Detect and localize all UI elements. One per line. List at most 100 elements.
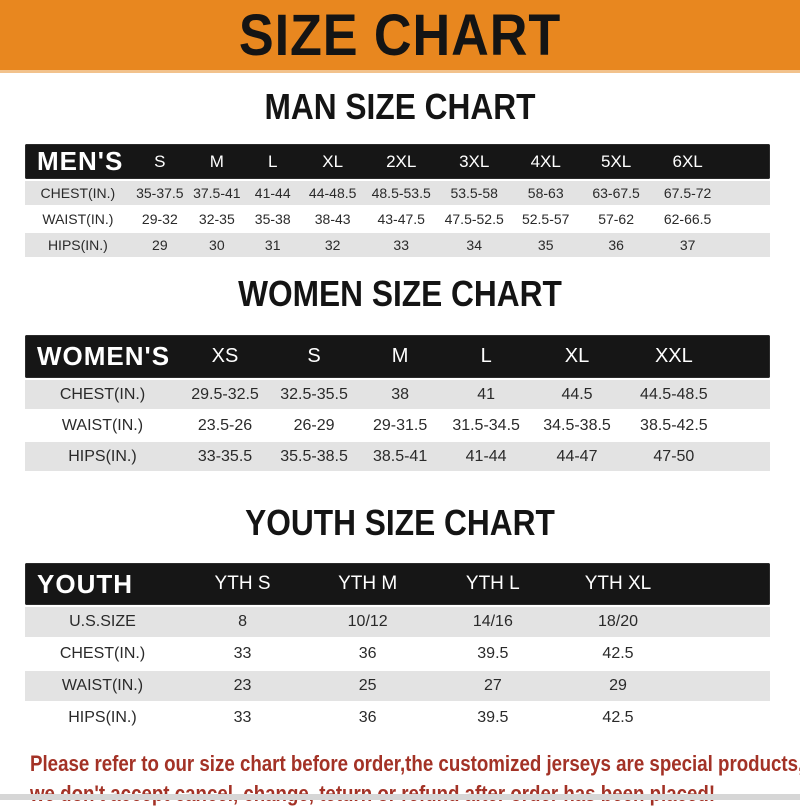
- size-cell: 30: [209, 237, 225, 253]
- size-cell: 38-43: [314, 211, 351, 227]
- column-header: L: [267, 151, 278, 171]
- size-cell: 35.5-38.5: [280, 447, 348, 465]
- size-cell: 32.5-35.5: [280, 385, 348, 403]
- table-row: WAIST(IN.) 23 25 27 29: [25, 671, 770, 701]
- size-cell: 10/12: [347, 613, 388, 630]
- table-row: HIPS(IN.) 33-35.5 35.5-38.5 38.5-41 41-44 44-…: [25, 442, 770, 471]
- size-cell: 29.5-32.5: [191, 385, 259, 403]
- size-cell: 36: [358, 709, 377, 726]
- column-header: YTH XL: [584, 573, 652, 594]
- size-cell: 39.5: [477, 709, 509, 726]
- column-header: M: [209, 151, 224, 171]
- column-header: YTH M: [338, 573, 398, 594]
- column-header: 6XL: [672, 151, 703, 171]
- table-group-label: WOMEN'S: [37, 341, 171, 371]
- size-cell: 41-44: [254, 185, 291, 201]
- column-header: XXL: [654, 345, 693, 367]
- size-cell: 29: [609, 677, 627, 694]
- man-section-heading: MAN SIZE CHART: [0, 86, 800, 128]
- size-cell: 29-32: [141, 211, 178, 227]
- size-cell: 44.5-48.5: [640, 385, 708, 403]
- size-cell: 29: [152, 237, 168, 253]
- size-cell: 42.5: [602, 645, 634, 662]
- column-header: 5XL: [600, 151, 632, 171]
- column-header: S: [154, 151, 166, 171]
- column-header: 4XL: [530, 151, 561, 171]
- table-row: HIPS(IN.) 33 36 39.5 42.5: [25, 703, 770, 733]
- women-size-section: WOMEN SIZE CHART WOMEN'S XS S M L XL XXL CHEST(…: [0, 273, 800, 471]
- size-cell: 31: [264, 237, 281, 253]
- table-row: HIPS(IN.) 29 30 31 32 33 34 35 36 37: [25, 233, 770, 257]
- man-size-section: MAN SIZE CHART MEN'S S M L XL 2XL 3XL 4XL 5XL 6XL…: [0, 86, 800, 257]
- size-cell: 35-38: [254, 211, 291, 227]
- size-cell: 41-44: [465, 447, 507, 465]
- notice-line-1: Please refer to our size chart before or…: [30, 751, 800, 776]
- women-section-heading-text: WOMEN SIZE CHART: [238, 273, 562, 314]
- size-cell: 35-37.5: [136, 185, 184, 201]
- size-cell: 63-67.5: [592, 185, 640, 201]
- order-notice: Please refer to our size chart before or…: [30, 749, 800, 809]
- size-cell: 36: [608, 237, 624, 253]
- size-cell: 32-35: [198, 211, 235, 227]
- column-header: 3XL: [459, 151, 490, 171]
- size-cell: 58-63: [527, 185, 564, 201]
- size-cell: 34: [466, 237, 482, 253]
- women-section-heading: WOMEN SIZE CHART: [0, 273, 800, 315]
- size-cell: 31.5-34.5: [452, 416, 520, 434]
- size-chart-banner: SIZE CHART: [0, 0, 800, 73]
- table-row: CHEST(IN.) 35-37.5 37.5-41 41-44 44-48.5 48.5…: [25, 181, 770, 205]
- table-header-row: YOUTH YTH S YTH M YTH L YTH XL: [25, 563, 770, 605]
- size-cell: 39.5: [477, 645, 509, 662]
- size-cell: 23: [233, 677, 252, 694]
- column-header: XS: [211, 345, 239, 367]
- size-cell: 8: [238, 613, 247, 630]
- size-cell: 44-47: [556, 447, 598, 465]
- row-label: CHEST(IN.): [59, 645, 146, 662]
- size-cell: 29-31.5: [372, 416, 428, 434]
- youth-section-heading-text: YOUTH SIZE CHART: [245, 502, 555, 543]
- row-label: CHEST(IN.): [59, 385, 146, 403]
- row-label: WAIST(IN.): [42, 211, 114, 227]
- table-group-label: MEN'S: [37, 146, 124, 176]
- size-cell: 18/20: [597, 613, 639, 630]
- row-label: WAIST(IN.): [61, 416, 144, 434]
- size-cell: 44-48.5: [308, 185, 357, 201]
- table-row: CHEST(IN.) 29.5-32.5 32.5-35.5 38 41 44.5 44.5…: [25, 380, 770, 409]
- youth-size-section: YOUTH SIZE CHART YOUTH YTH S YTH M YTH L YTH…: [0, 502, 800, 733]
- column-header: YTH S: [214, 573, 271, 594]
- row-label: HIPS(IN.): [68, 447, 137, 465]
- table-header-row: MEN'S S M L XL 2XL 3XL 4XL 5XL 6XL: [25, 144, 770, 179]
- table-group-label: YOUTH: [37, 568, 133, 599]
- size-cell: 36: [358, 645, 377, 662]
- size-cell: 57-62: [598, 211, 634, 227]
- size-cell: 37: [679, 237, 696, 253]
- size-cell: 35: [537, 237, 554, 253]
- row-label: U.S.SIZE: [69, 613, 136, 630]
- size-cell: 14/16: [472, 613, 513, 630]
- size-cell: 38.5-42.5: [640, 416, 708, 434]
- size-cell: 67.5-72: [663, 185, 712, 201]
- size-cell: 43-47.5: [377, 211, 425, 227]
- size-cell: 62-66.5: [663, 211, 712, 227]
- row-label: CHEST(IN.): [40, 185, 116, 201]
- row-label: HIPS(IN.): [68, 709, 137, 726]
- size-cell: 47.5-52.5: [444, 211, 504, 227]
- bottom-edge-strip: [0, 794, 800, 800]
- size-cell: 37.5-41: [193, 185, 241, 201]
- column-header: XL: [322, 151, 344, 171]
- size-cell: 33: [233, 709, 252, 726]
- size-cell: 33-35.5: [197, 447, 253, 465]
- table-row: WAIST(IN.) 23.5-26 26-29 29-31.5 31.5-34.5 34…: [25, 411, 770, 440]
- size-cell: 53.5-58: [450, 185, 498, 201]
- size-cell: 44.5: [561, 385, 593, 403]
- youth-section-heading: YOUTH SIZE CHART: [0, 502, 800, 544]
- row-label: WAIST(IN.): [61, 677, 144, 694]
- size-cell: 38: [391, 385, 409, 403]
- table-row: U.S.SIZE 8 10/12 14/16 18/20: [25, 607, 770, 637]
- size-cell: 52.5-57: [521, 211, 570, 227]
- table-header-row: WOMEN'S XS S M L XL XXL: [25, 335, 770, 378]
- womens-size-table: WOMEN'S XS S M L XL XXL CHEST(IN.) 29.5-32.5 32.5…: [25, 335, 770, 471]
- banner-title: SIZE CHART: [238, 2, 562, 68]
- size-cell: 41: [477, 385, 496, 403]
- column-header: S: [307, 345, 321, 367]
